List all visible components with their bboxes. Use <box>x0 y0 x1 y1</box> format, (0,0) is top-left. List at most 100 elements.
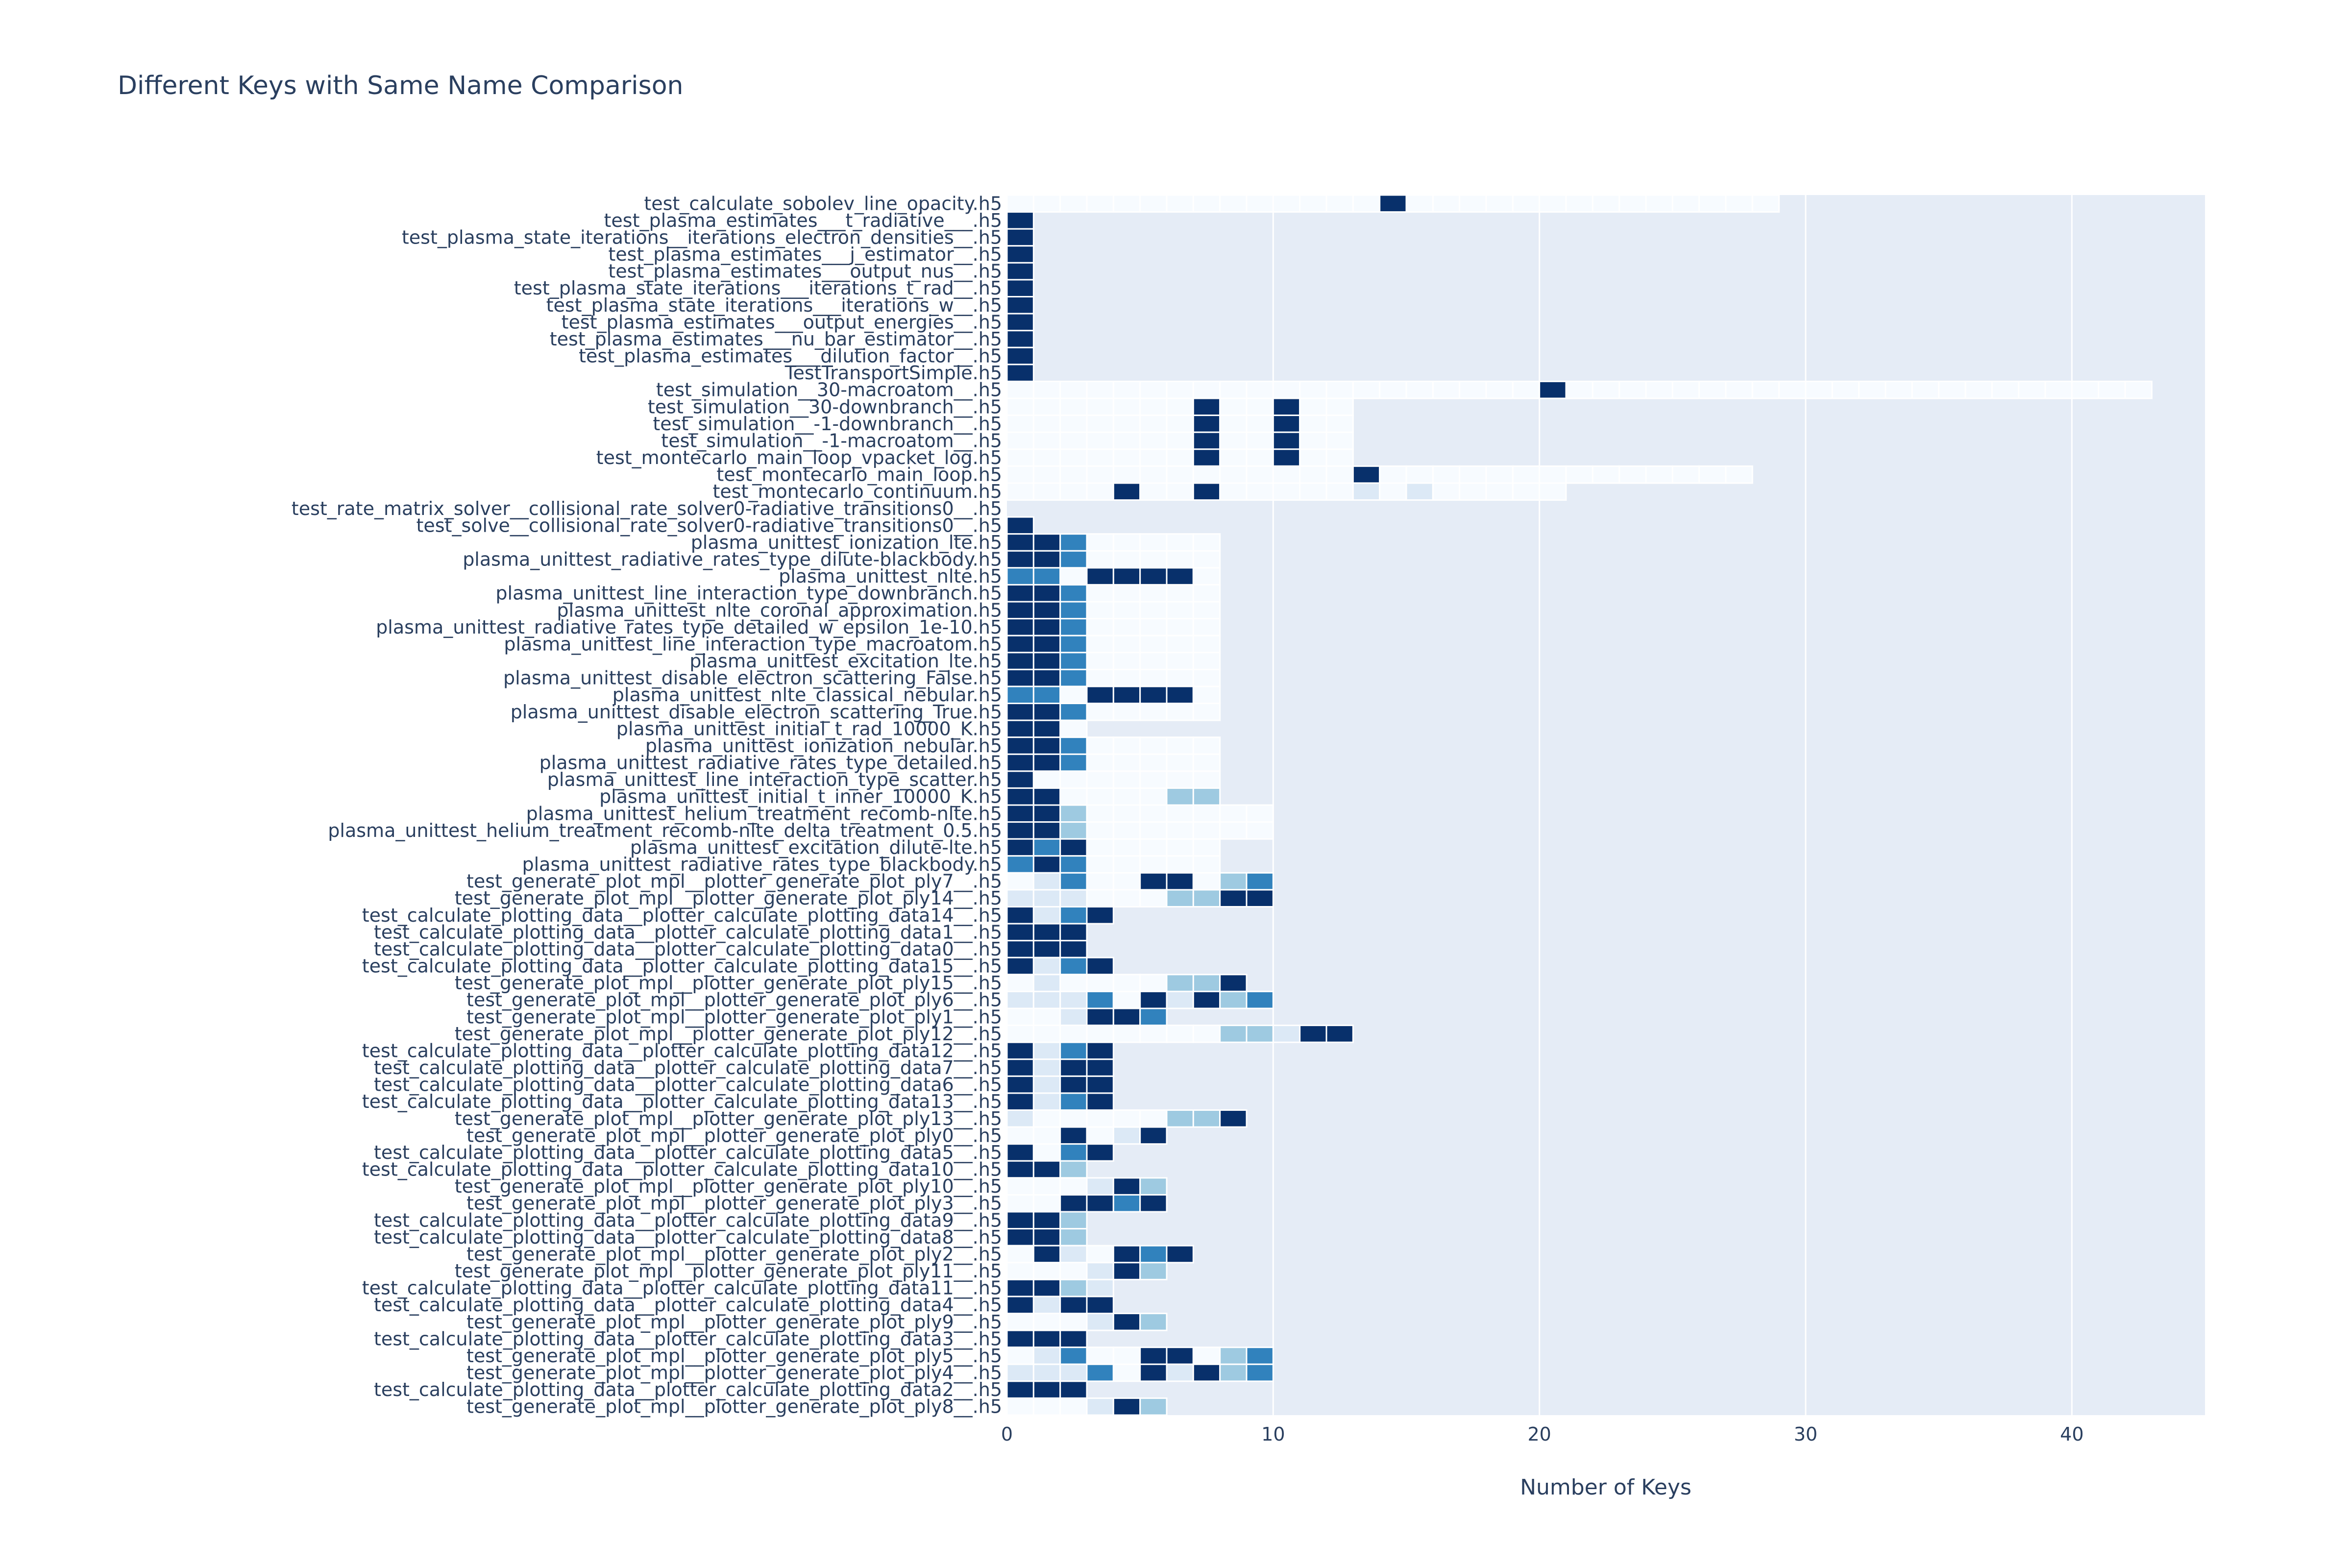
heatmap-cell <box>1112 1194 1141 1213</box>
heatmap-cell <box>1112 1109 1141 1128</box>
heatmap-cell <box>1219 804 1248 823</box>
heatmap-cell <box>1006 703 1034 721</box>
heatmap-cell <box>1086 1397 1114 1416</box>
heatmap-cell <box>1059 719 1088 738</box>
heatmap-cell <box>2071 380 2100 399</box>
heatmap-cell <box>1112 1025 1141 1043</box>
heatmap-cell <box>1086 753 1114 772</box>
heatmap-cell <box>1006 584 1034 603</box>
heatmap-cell <box>1006 753 1034 772</box>
heatmap-cell <box>1166 736 1194 755</box>
heatmap-cell <box>1139 821 1168 840</box>
heatmap-cell <box>1006 1363 1034 1382</box>
heatmap-cell <box>1432 482 1461 501</box>
heatmap-cell <box>1166 448 1194 467</box>
heatmap-cell <box>1139 1025 1168 1043</box>
heatmap-cell <box>1032 1092 1061 1111</box>
heatmap-cell <box>1006 262 1034 281</box>
heatmap-cell <box>1539 380 1567 399</box>
heatmap-cell <box>1006 838 1034 857</box>
heatmap-cell <box>1006 1211 1034 1230</box>
heatmap-cell <box>1006 1397 1034 1416</box>
heatmap-cell <box>1006 1313 1034 1331</box>
heatmap-cell <box>1112 736 1141 755</box>
heatmap-cell <box>1032 1109 1061 1128</box>
y-axis-label: test_plasma_estimates___output_nus__.h5 <box>608 261 1002 282</box>
heatmap-cell <box>1246 380 1274 399</box>
heatmap-cell <box>1725 194 1753 213</box>
heatmap-cell <box>1512 465 1541 484</box>
heatmap-cell <box>1246 482 1274 501</box>
heatmap-cell <box>1059 703 1088 721</box>
heatmap-cell <box>1352 465 1381 484</box>
heatmap-cell <box>1032 618 1061 637</box>
heatmap-cell <box>1112 872 1141 891</box>
y-axis-label: plasma_unittest_radiative_rates_type_dil… <box>463 549 1002 570</box>
heatmap-cell <box>1459 380 1487 399</box>
heatmap-cell <box>1166 431 1194 450</box>
heatmap-cell <box>1139 1194 1168 1213</box>
heatmap-cell <box>1219 974 1248 992</box>
heatmap-cell <box>1991 380 2020 399</box>
heatmap-cell <box>1059 601 1088 620</box>
heatmap-cell <box>1192 465 1221 484</box>
heatmap-cell <box>1139 1262 1168 1280</box>
heatmap-cell <box>1112 753 1141 772</box>
heatmap-cell <box>1006 313 1034 332</box>
heatmap-cell <box>1112 686 1141 704</box>
y-axis-label: test_generate_plot_mpl__plotter_generate… <box>466 989 1002 1011</box>
y-axis-label: test_calculate_plotting_data__plotter_ca… <box>374 1379 1002 1400</box>
heatmap-cell <box>1219 889 1248 907</box>
heatmap-cell <box>1485 380 1514 399</box>
heatmap-cell <box>1751 380 1780 399</box>
heatmap-cell <box>1059 1380 1088 1399</box>
heatmap-cell <box>1139 1177 1168 1196</box>
heatmap-cell <box>1112 533 1141 552</box>
heatmap-cell <box>1086 668 1114 687</box>
heatmap-cell <box>1112 194 1141 213</box>
heatmap-cell <box>1032 1363 1061 1382</box>
heatmap-cell <box>1192 872 1221 891</box>
y-axis-label: test_plasma_state_iterations___iteration… <box>546 294 1002 316</box>
heatmap-cell <box>1325 380 1354 399</box>
heatmap-cell <box>1086 635 1114 654</box>
heatmap-cell <box>1086 686 1114 704</box>
heatmap-cell <box>1059 872 1088 891</box>
heatmap-cell <box>1059 1347 1088 1365</box>
heatmap-cell <box>1032 889 1061 907</box>
heatmap-cell <box>1059 1058 1088 1077</box>
y-axis-label: plasma_unittest_line_interaction_type_ma… <box>504 633 1002 655</box>
heatmap-cell <box>1139 465 1168 484</box>
heatmap-cell <box>1006 1041 1034 1060</box>
heatmap-cell <box>1006 889 1034 907</box>
heatmap-cell <box>1112 1397 1141 1416</box>
heatmap-cell <box>1139 431 1168 450</box>
y-axis-label: test_calculate_plotting_data__plotter_ca… <box>374 1074 1002 1096</box>
heatmap-cell <box>1059 1329 1088 1348</box>
heatmap-cell <box>1166 465 1194 484</box>
heatmap-cell <box>1059 194 1088 213</box>
heatmap-cell <box>1219 821 1248 840</box>
heatmap-cell <box>1938 380 1966 399</box>
heatmap-cell <box>1246 804 1274 823</box>
heatmap-cell <box>1032 465 1061 484</box>
y-axis-label: test_montecarlo_main_loop.h5 <box>716 464 1002 486</box>
heatmap-cell <box>1086 380 1114 399</box>
heatmap-cell <box>1512 482 1541 501</box>
heatmap-cell <box>1112 821 1141 840</box>
heatmap-cell <box>1166 686 1194 704</box>
heatmap-cell <box>1405 465 1434 484</box>
heatmap-cell <box>1139 1363 1168 1382</box>
heatmap-cell <box>1166 974 1194 992</box>
heatmap-cell <box>1592 465 1620 484</box>
heatmap-cell <box>1299 465 1327 484</box>
heatmap-cell <box>1032 448 1061 467</box>
y-axis-label: test_generate_plot_mpl__plotter_generate… <box>466 1362 1002 1384</box>
heatmap-cell <box>1059 465 1088 484</box>
heatmap-cell <box>1139 1007 1168 1027</box>
heatmap-cell <box>1325 397 1354 416</box>
heatmap-cell <box>1166 821 1194 840</box>
heatmap-cell <box>1006 228 1034 247</box>
y-axis-label: test_calculate_plotting_data__plotter_ca… <box>374 938 1002 960</box>
heatmap-cell <box>1006 956 1034 976</box>
